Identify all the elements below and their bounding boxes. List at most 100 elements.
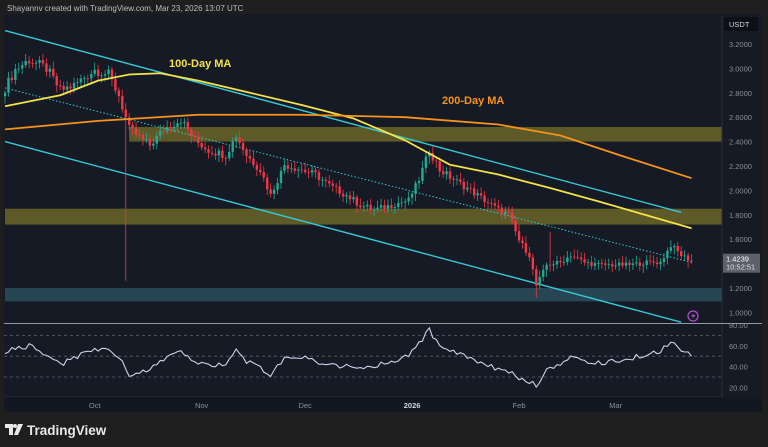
candle bbox=[414, 180, 417, 202]
candle bbox=[352, 190, 355, 203]
candle bbox=[314, 166, 317, 179]
candle bbox=[455, 174, 459, 186]
candle bbox=[86, 74, 89, 85]
candle bbox=[683, 249, 686, 261]
candle bbox=[221, 145, 224, 163]
candle-body bbox=[159, 130, 162, 136]
candle-body bbox=[604, 263, 607, 265]
candle bbox=[31, 58, 34, 69]
time-axis[interactable] bbox=[4, 397, 762, 412]
candle-body bbox=[352, 197, 355, 200]
candle-body bbox=[41, 60, 45, 64]
candle bbox=[569, 252, 572, 263]
candle-body bbox=[676, 246, 679, 252]
time-tick-label: Dec bbox=[298, 401, 312, 410]
channel-line-1[interactable] bbox=[4, 140, 682, 323]
candle-body bbox=[303, 169, 307, 172]
candle bbox=[638, 257, 641, 271]
ma200-line[interactable] bbox=[4, 113, 692, 180]
candle bbox=[673, 243, 676, 255]
candle bbox=[34, 60, 38, 71]
candle bbox=[655, 257, 659, 269]
candle-body bbox=[203, 147, 207, 150]
candle-body bbox=[562, 261, 566, 263]
candle bbox=[4, 90, 7, 104]
candle bbox=[159, 124, 162, 140]
candle bbox=[621, 255, 624, 269]
candle bbox=[110, 66, 114, 87]
candle-body bbox=[421, 167, 424, 181]
candle bbox=[466, 180, 469, 193]
candle bbox=[145, 132, 148, 143]
price-axis[interactable]: USDT 3.2000 3.0000 2.8000 2.6000 2.4000 2.200… bbox=[721, 16, 760, 412]
candle-body bbox=[473, 188, 476, 196]
candle bbox=[631, 258, 635, 271]
candle bbox=[383, 199, 386, 214]
candle-body bbox=[680, 251, 683, 257]
candle-body bbox=[638, 262, 641, 266]
candle-body bbox=[497, 205, 500, 208]
candle-body bbox=[90, 73, 93, 79]
candle-body bbox=[4, 92, 7, 97]
price-tick-label: 2.6000 bbox=[729, 113, 752, 122]
candle bbox=[441, 165, 445, 179]
candle bbox=[645, 255, 648, 270]
candle bbox=[538, 270, 541, 289]
candle bbox=[234, 134, 238, 149]
candle-body bbox=[462, 181, 466, 190]
candle bbox=[479, 187, 483, 200]
candle-body bbox=[686, 255, 690, 261]
candle bbox=[524, 236, 528, 256]
price-pane[interactable] bbox=[4, 29, 722, 323]
candle-body bbox=[531, 257, 535, 270]
candle bbox=[41, 53, 45, 67]
price-tick-label: 1.0000 bbox=[729, 308, 752, 317]
candle-body bbox=[128, 117, 131, 125]
candle bbox=[531, 253, 535, 276]
candle-body bbox=[328, 181, 331, 184]
candle-body bbox=[176, 123, 179, 127]
lightning-icon[interactable] bbox=[687, 310, 699, 322]
candle-body bbox=[117, 90, 121, 97]
candle bbox=[328, 175, 331, 188]
candle bbox=[514, 215, 517, 236]
candle bbox=[214, 148, 217, 160]
candle bbox=[176, 118, 179, 132]
candle bbox=[162, 124, 165, 135]
candle-body bbox=[141, 135, 145, 140]
currency-badge bbox=[724, 17, 758, 31]
candle bbox=[207, 145, 210, 159]
ma100-line[interactable] bbox=[4, 72, 692, 230]
dotted-trend-line[interactable] bbox=[4, 87, 692, 263]
candle bbox=[517, 224, 521, 244]
candle-body bbox=[624, 262, 628, 266]
candle-body bbox=[666, 250, 669, 259]
candle-body bbox=[407, 197, 410, 202]
candle bbox=[579, 252, 583, 264]
candle bbox=[83, 75, 86, 86]
candle-body bbox=[190, 129, 193, 137]
candle bbox=[573, 249, 576, 260]
rsi-line[interactable] bbox=[4, 326, 692, 389]
candle-body bbox=[293, 168, 296, 171]
candle bbox=[93, 62, 96, 77]
candle-body bbox=[435, 160, 438, 162]
candle bbox=[203, 141, 207, 154]
candle bbox=[507, 206, 510, 217]
candle bbox=[279, 166, 283, 189]
candle bbox=[128, 113, 131, 131]
candle-body bbox=[659, 261, 662, 265]
candle-body bbox=[510, 212, 514, 221]
candle bbox=[262, 166, 265, 182]
candle-body bbox=[459, 179, 462, 182]
candle bbox=[217, 147, 221, 163]
candle-body bbox=[148, 138, 152, 146]
channel-line-0[interactable] bbox=[4, 29, 682, 214]
candle bbox=[138, 129, 141, 140]
candle-body bbox=[583, 259, 586, 263]
candle-body bbox=[131, 124, 134, 129]
candle-body bbox=[507, 211, 510, 213]
candle bbox=[611, 260, 614, 273]
candle bbox=[576, 249, 579, 261]
